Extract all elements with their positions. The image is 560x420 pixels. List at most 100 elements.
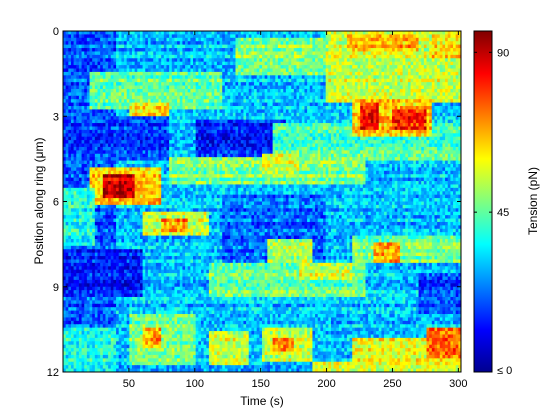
heatmap-cell [285, 34, 290, 39]
heatmap-cell [110, 37, 115, 42]
heatmap-cell [86, 109, 91, 114]
heatmap-cell [267, 78, 271, 83]
heatmap-cell [224, 65, 229, 70]
heatmap-cell [100, 102, 104, 107]
heatmap-cell [177, 143, 181, 148]
heatmap-cell [280, 102, 284, 107]
heatmap-cell [100, 68, 104, 73]
heatmap-cell [177, 92, 181, 97]
heatmap-cell [232, 82, 237, 87]
heatmap-cell [301, 65, 306, 70]
heatmap-cell [272, 75, 276, 80]
heatmap-cell [94, 85, 99, 90]
heatmap-cell [200, 133, 205, 138]
heatmap-cell [437, 58, 441, 63]
heatmap-cell [309, 82, 314, 87]
heatmap-cell [288, 54, 292, 59]
heatmap-cell [333, 106, 337, 111]
heatmap-cell [63, 71, 67, 76]
heatmap-cell [413, 65, 417, 70]
heatmap-cell [254, 82, 258, 87]
heatmap-cell [124, 112, 128, 117]
heatmap-cell [315, 95, 319, 100]
heatmap-cell [431, 75, 436, 80]
heatmap-cell [304, 78, 308, 83]
heatmap-cell [384, 123, 388, 128]
heatmap-cell [259, 102, 263, 107]
heatmap-cell [137, 85, 141, 90]
heatmap-cell [285, 95, 290, 100]
heatmap-cell [195, 54, 199, 59]
heatmap-cell [407, 71, 412, 76]
heatmap-cell [246, 102, 250, 107]
heatmap-cell [92, 82, 96, 87]
heatmap-cell [354, 102, 359, 107]
heatmap-cell [150, 136, 154, 141]
heatmap-cell [163, 34, 168, 39]
heatmap-cell [330, 129, 335, 134]
heatmap-cell [219, 88, 223, 93]
heatmap-cell [394, 37, 398, 42]
heatmap-cell [126, 116, 130, 121]
heatmap-cell [349, 37, 353, 42]
heatmap-cell [368, 78, 372, 83]
heatmap-cell [328, 51, 332, 56]
heatmap-cell [155, 123, 160, 128]
heatmap-cell [179, 31, 183, 36]
heatmap-cell [323, 99, 327, 104]
heatmap-cell [211, 85, 215, 90]
heatmap-cell [368, 51, 372, 56]
heatmap-cell [251, 123, 255, 128]
heatmap-cell [105, 123, 109, 128]
heatmap-cell [421, 102, 425, 107]
heatmap-cell [230, 48, 234, 53]
heatmap-cell [272, 102, 276, 107]
heatmap-cell [232, 88, 237, 93]
heatmap-cell [376, 68, 380, 73]
heatmap-cell [421, 99, 425, 104]
heatmap-cell [368, 61, 372, 66]
heatmap-cell [423, 99, 428, 104]
heatmap-cell [150, 143, 154, 148]
heatmap-cell [142, 136, 146, 141]
heatmap-cell [280, 136, 284, 141]
heatmap-cell [423, 88, 428, 93]
heatmap-cell [251, 44, 255, 49]
heatmap-cell [137, 106, 141, 111]
heatmap-cell [222, 41, 226, 46]
heatmap-cell [137, 123, 141, 128]
heatmap-cell [155, 41, 160, 46]
heatmap-cell [65, 85, 69, 90]
heatmap-cell [360, 65, 364, 70]
heatmap-cell [455, 92, 459, 97]
heatmap-cell [365, 102, 369, 107]
heatmap-cell [65, 37, 69, 42]
heatmap-cell [277, 126, 282, 131]
heatmap-cell [256, 123, 260, 128]
heatmap-cell [285, 61, 290, 66]
heatmap-cell [142, 78, 146, 83]
heatmap-cell [418, 48, 422, 53]
heatmap-cell [277, 54, 282, 59]
heatmap-cell [145, 31, 149, 36]
heatmap-cell [118, 51, 122, 56]
heatmap-cell [139, 88, 144, 93]
heatmap-cell [267, 61, 271, 66]
heatmap-cell [68, 82, 72, 87]
heatmap-cell [118, 112, 122, 117]
heatmap-cell [370, 129, 375, 134]
heatmap-cell [437, 61, 441, 66]
heatmap-cell [405, 136, 409, 141]
heatmap-cell [147, 71, 152, 76]
heatmap-cell [203, 133, 207, 138]
heatmap-cell [315, 51, 319, 56]
heatmap-cell [208, 31, 213, 36]
heatmap-cell [381, 140, 385, 145]
heatmap-cell [182, 136, 186, 141]
heatmap-cell [394, 95, 398, 100]
heatmap-cell [280, 48, 284, 53]
heatmap-cell [325, 112, 329, 117]
heatmap-cell [94, 71, 99, 76]
heatmap-cell [264, 54, 268, 59]
heatmap-cell [360, 54, 364, 59]
